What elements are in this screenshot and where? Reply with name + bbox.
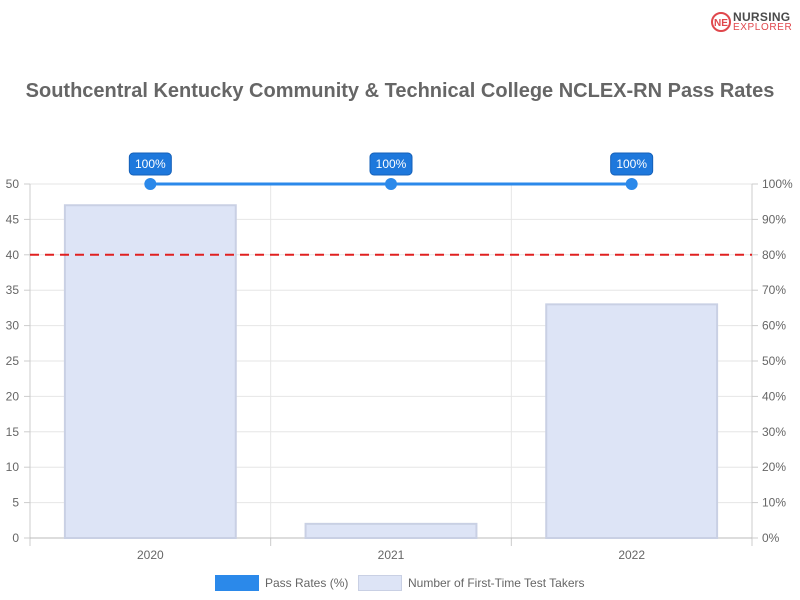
data-label-pass-rate: 100% <box>616 157 647 171</box>
right-axis-tick-label: 80% <box>762 248 786 262</box>
legend-swatch-pass-rates <box>215 575 259 591</box>
logo-mark-icon: NE <box>711 12 731 32</box>
data-label-pass-rate: 100% <box>376 157 407 171</box>
point-pass-rate-2020 <box>144 178 157 190</box>
right-axis-tick-label: 60% <box>762 319 786 333</box>
data-label-box <box>128 152 172 176</box>
bar-test-takers-2020 <box>63 204 237 540</box>
point-pass-rate-2022 <box>625 178 638 190</box>
right-axis-tick-label: 30% <box>762 425 786 439</box>
left-axis-tick-label: 10 <box>6 460 20 474</box>
legend-label-test-takers: Number of First-Time Test Takers <box>408 576 585 590</box>
point-pass-rate-2021 <box>385 178 397 190</box>
left-axis-tick-label: 45 <box>6 212 20 226</box>
logo-text-explorer: EXPLORER <box>733 22 793 33</box>
left-axis-tick-label: 0 <box>12 531 19 545</box>
x-axis-tick-label: 2021 <box>378 548 405 562</box>
chart-title: Southcentral Kentucky Community & Techni… <box>25 80 775 102</box>
chart-legend: Pass Rates (%) Number of First-Time Test… <box>0 574 800 594</box>
left-axis-tick-label: 20 <box>6 389 20 403</box>
svg-text:NE: NE <box>714 18 728 29</box>
data-label-box <box>610 152 654 176</box>
logo-text-nursing: NURSING <box>733 10 791 24</box>
bar-test-takers-2021 <box>304 522 478 540</box>
data-label-box <box>369 152 413 176</box>
left-axis-tick-label: 30 <box>6 319 20 333</box>
right-axis-tick-label: 100% <box>762 177 793 191</box>
x-axis-tick-label: 2022 <box>618 548 645 562</box>
legend-item-pass-rates[interactable]: Pass Rates (%) <box>215 574 348 592</box>
x-axis-tick-label: 2020 <box>137 548 164 562</box>
legend-swatch-test-takers <box>358 575 402 591</box>
right-axis-tick-label: 10% <box>762 496 786 510</box>
left-axis-tick-label: 40 <box>6 248 20 262</box>
left-axis-tick-label: 35 <box>6 283 20 297</box>
right-axis-tick-label: 50% <box>762 354 786 368</box>
left-axis-tick-label: 50 <box>6 177 20 191</box>
right-axis-tick-label: 90% <box>762 212 786 226</box>
bar-test-takers-2022 <box>545 303 719 539</box>
right-axis-tick-label: 20% <box>762 460 786 474</box>
right-axis-tick-label: 70% <box>762 283 786 297</box>
right-axis-tick-label: 0% <box>762 531 780 545</box>
left-axis-tick-label: 15 <box>6 425 20 439</box>
data-label-pass-rate: 100% <box>135 157 166 171</box>
left-axis-tick-label: 5 <box>12 496 19 510</box>
legend-item-test-takers[interactable]: Number of First-Time Test Takers <box>358 574 584 592</box>
nursing-explorer-logo: NE NURSING EXPLORER <box>710 8 794 36</box>
legend-label-pass-rates: Pass Rates (%) <box>265 576 349 590</box>
left-axis-tick-label: 25 <box>6 354 20 368</box>
right-axis-tick-label: 40% <box>762 389 786 403</box>
